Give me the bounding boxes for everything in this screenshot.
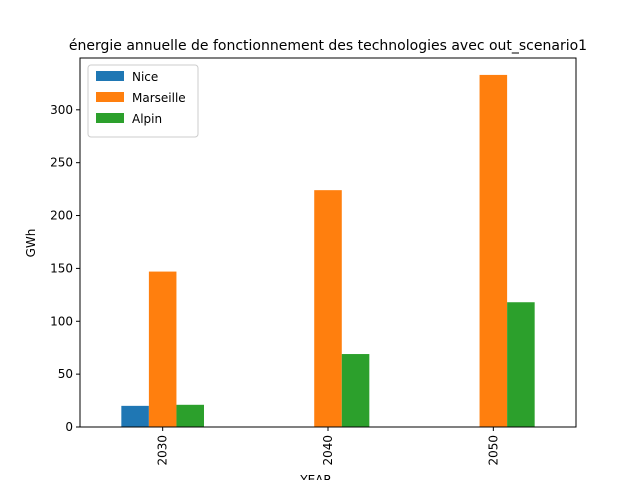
legend-label: Alpin: [132, 112, 162, 126]
y-tick-label: 150: [50, 261, 73, 275]
y-tick-label: 50: [58, 367, 73, 381]
y-tick-label: 300: [50, 103, 73, 117]
plot-frame: [79, 57, 577, 428]
bar: [148, 271, 177, 427]
chart-title: énergie annuelle de fonctionnement des t…: [69, 38, 587, 54]
y-tick-label: 100: [50, 314, 73, 328]
legend-label: Marseille: [132, 91, 186, 105]
y-tick-label: 250: [50, 156, 73, 170]
legend-swatch: [96, 92, 124, 102]
bar: [507, 302, 535, 427]
x-tick-label: 2030: [156, 435, 170, 466]
legend-swatch: [96, 71, 124, 81]
bar: [121, 405, 149, 427]
legend-swatch: [96, 113, 124, 123]
legend-label: Nice: [132, 70, 158, 84]
x-tick-label: 2050: [486, 435, 500, 466]
bar: [314, 190, 342, 427]
y-axis-label: GWh: [24, 229, 38, 258]
bar: [479, 74, 508, 428]
y-tick-label: 0: [65, 420, 73, 434]
y-tick-label: 200: [50, 209, 73, 223]
bar: [341, 354, 370, 427]
bar: [176, 404, 204, 427]
x-axis-label: YEAR: [299, 473, 331, 480]
x-tick-label: 2040: [321, 435, 335, 466]
